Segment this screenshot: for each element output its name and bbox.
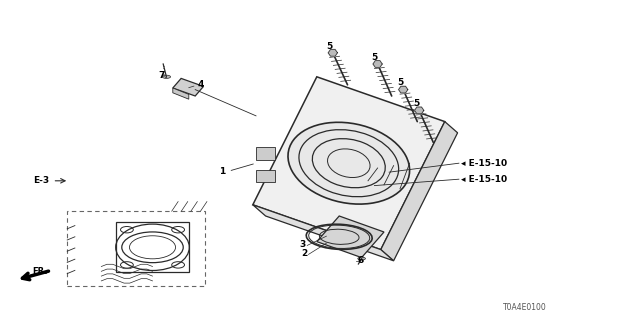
Polygon shape bbox=[328, 50, 337, 56]
Ellipse shape bbox=[163, 75, 170, 78]
Ellipse shape bbox=[288, 122, 410, 204]
Text: FR.: FR. bbox=[32, 267, 47, 276]
Text: 5: 5 bbox=[413, 99, 419, 108]
Text: ◂ E-15-10: ◂ E-15-10 bbox=[461, 159, 507, 168]
Text: 7: 7 bbox=[159, 71, 165, 80]
Text: T0A4E0100: T0A4E0100 bbox=[503, 303, 547, 312]
Text: 6: 6 bbox=[357, 256, 364, 265]
Polygon shape bbox=[373, 61, 382, 67]
Bar bbox=[256, 170, 275, 182]
Text: 2: 2 bbox=[301, 249, 307, 258]
Text: 1: 1 bbox=[219, 167, 225, 176]
Polygon shape bbox=[399, 86, 408, 93]
Bar bbox=[67, 211, 205, 286]
Polygon shape bbox=[173, 78, 204, 96]
Bar bbox=[116, 222, 189, 272]
Text: E-3: E-3 bbox=[33, 176, 49, 185]
Ellipse shape bbox=[358, 257, 365, 260]
Text: 5: 5 bbox=[371, 53, 378, 62]
Polygon shape bbox=[415, 107, 424, 114]
Polygon shape bbox=[381, 122, 458, 261]
Polygon shape bbox=[253, 205, 394, 261]
Bar bbox=[256, 147, 275, 160]
Polygon shape bbox=[253, 77, 445, 250]
Text: 5: 5 bbox=[397, 78, 403, 87]
Text: 3: 3 bbox=[300, 240, 306, 249]
Text: 5: 5 bbox=[326, 42, 333, 51]
Polygon shape bbox=[173, 88, 189, 99]
Text: 4: 4 bbox=[197, 80, 204, 89]
Text: ◂ E-15-10: ◂ E-15-10 bbox=[461, 175, 507, 184]
Polygon shape bbox=[317, 216, 384, 258]
